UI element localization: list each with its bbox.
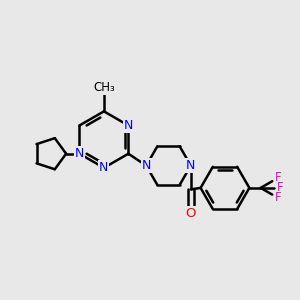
Text: F: F: [274, 191, 281, 204]
Text: N: N: [124, 119, 133, 132]
Text: N: N: [99, 161, 109, 174]
Text: F: F: [274, 171, 281, 184]
Text: N: N: [142, 159, 151, 172]
Text: F: F: [277, 182, 284, 194]
Text: CH₃: CH₃: [93, 81, 115, 94]
Text: O: O: [186, 207, 196, 220]
Text: N: N: [186, 159, 196, 172]
Text: N: N: [75, 147, 84, 160]
